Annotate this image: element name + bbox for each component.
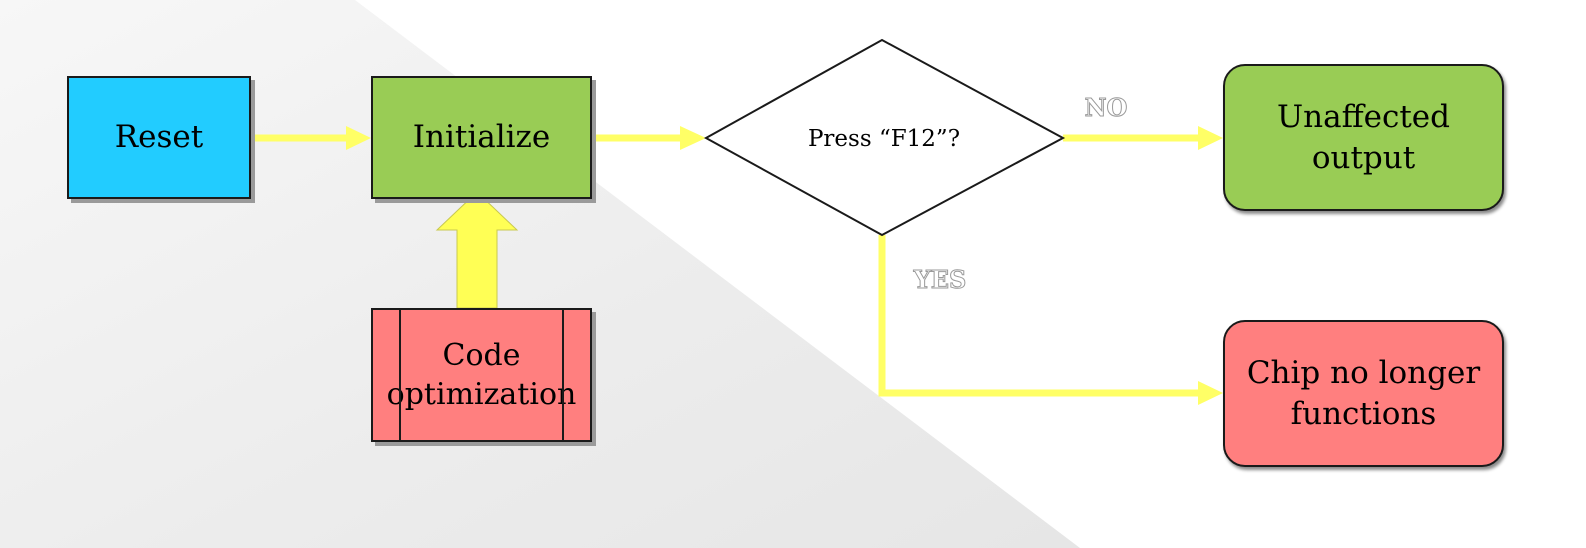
- code-optimization-label: Code optimization: [386, 338, 577, 412]
- arrow-initialize-to-decision: [592, 126, 706, 150]
- arrow-reset-to-initialize: [251, 126, 371, 150]
- code-optimization-box: Code optimization: [371, 308, 592, 442]
- decision-diamond: [703, 38, 1066, 237]
- arrow-decision-to-chip: [878, 235, 1223, 405]
- reset-box: Reset: [67, 76, 251, 199]
- edge-label-no: NO: [1085, 93, 1128, 122]
- initialize-box: Initialize: [371, 76, 592, 199]
- predefined-process-bar-right: [562, 310, 564, 440]
- predefined-process-bar-left: [399, 310, 401, 440]
- chip-no-longer-functions-box: Chip no longer functions: [1223, 320, 1504, 467]
- edge-label-yes: YES: [913, 265, 967, 294]
- chip-no-longer-functions-label: Chip no longer functions: [1246, 355, 1481, 432]
- decision-label: Press “F12”?: [808, 126, 960, 152]
- unaffected-output-box: Unaffected output: [1223, 64, 1504, 211]
- reset-label: Reset: [114, 119, 204, 156]
- unaffected-output-label: Unaffected output: [1277, 99, 1450, 176]
- initialize-label: Initialize: [412, 119, 551, 156]
- arrow-code-to-initialize: [435, 191, 519, 309]
- arrow-decision-to-unaffected: [1063, 126, 1223, 150]
